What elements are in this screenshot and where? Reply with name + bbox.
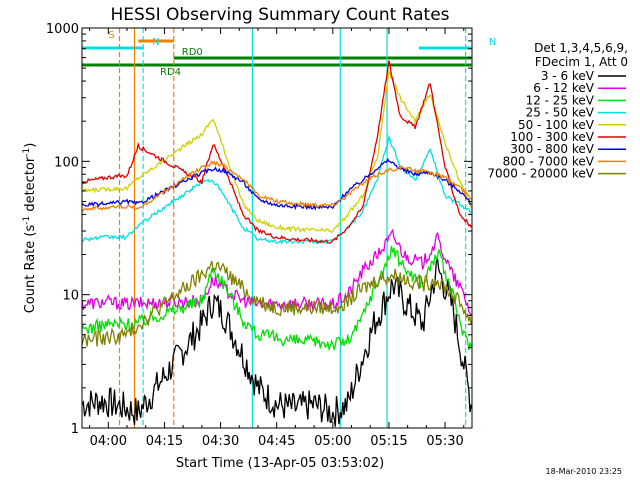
x-tick-label: 05:00	[314, 434, 351, 449]
series-line	[81, 157, 472, 211]
x-tick-label: 04:45	[258, 434, 295, 449]
legend-entry-label: 6 - 12 keV	[533, 81, 595, 95]
series-line	[81, 260, 472, 347]
y-tick-label: 1	[71, 422, 79, 437]
legend-entry-label: 12 - 25 keV	[526, 93, 595, 107]
x-axis: 04:00 04:15 04:30 04:45 05:00 05:15 05:30	[89, 28, 465, 449]
y-tick-label: 100	[54, 155, 79, 170]
flag-label: RD0	[182, 47, 203, 58]
series-line	[81, 245, 472, 352]
legend-entry-label: 100 - 300 keV	[510, 130, 594, 144]
legend-entry-label: 50 - 100 keV	[518, 118, 595, 132]
flag-label: RD4	[160, 67, 181, 78]
chart-title: HESSI Observing Summary Count Rates	[110, 5, 449, 25]
legend-entry-label: 7000 - 20000 keV	[487, 167, 594, 181]
flag-label: N	[152, 37, 159, 48]
series-line	[81, 228, 472, 316]
flag-label: S	[108, 30, 114, 41]
legend-entry-label: 800 - 7000 keV	[503, 154, 595, 168]
legend-header-line1: Det 1,3,4,5,6,9,	[534, 41, 628, 55]
vlines-layer	[118, 28, 467, 428]
flag-label: N	[489, 37, 496, 48]
legend-header-line2: FDecim 1, Att 0	[535, 55, 628, 69]
y-tick-label: 1000	[46, 22, 79, 37]
legend-entry-label: 300 - 800 keV	[510, 142, 594, 156]
legend-entry-label: 25 - 50 keV	[526, 106, 595, 120]
series-line	[81, 60, 472, 244]
x-tick-label: 05:15	[370, 434, 407, 449]
legend: Det 1,3,4,5,6,9, FDecim 1, Att 0 3 - 6 k…	[487, 41, 628, 181]
x-tick-label: 04:00	[90, 434, 127, 449]
legend-entry-label: 3 - 6 keV	[541, 69, 595, 83]
series-line	[81, 69, 472, 234]
y-tick-label: 10	[62, 289, 79, 304]
series-line	[82, 160, 472, 212]
y-axis-label: Count Rate (s-1 detector-1)	[22, 143, 38, 314]
series-layer	[81, 60, 472, 427]
x-tick-label: 04:30	[202, 434, 239, 449]
x-tick-label: 05:30	[426, 434, 463, 449]
generation-timestamp: 18-Mar-2010 23:25	[546, 467, 623, 476]
x-axis-label: Start Time (13-Apr-05 03:53:02)	[176, 456, 384, 471]
y-axis: 1 10 100 1000	[46, 22, 472, 437]
x-tick-label: 04:15	[146, 434, 183, 449]
series-line	[81, 257, 472, 427]
